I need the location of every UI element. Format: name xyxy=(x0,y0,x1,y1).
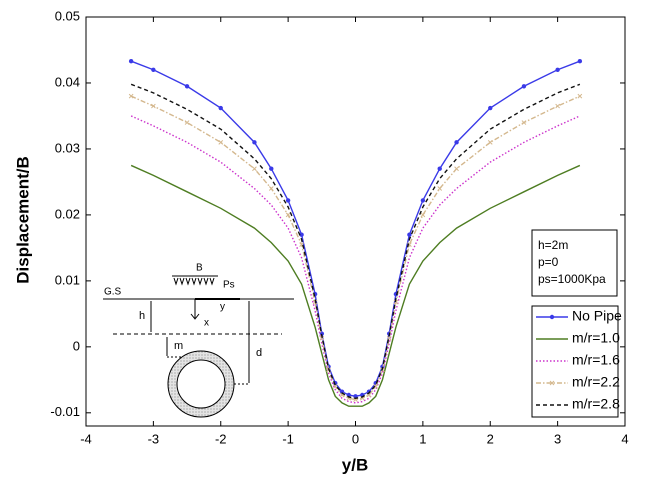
point xyxy=(184,84,190,89)
point xyxy=(420,198,426,203)
inset-diagram xyxy=(103,275,294,418)
inset-label: Ps xyxy=(223,280,235,291)
point xyxy=(339,389,345,394)
point xyxy=(319,335,325,341)
y-tick-label: 0.01 xyxy=(55,272,80,287)
point xyxy=(252,166,257,172)
point xyxy=(454,166,459,172)
y-tick-label: 0.05 xyxy=(55,8,80,23)
point xyxy=(332,384,338,389)
x-tick-label: -4 xyxy=(80,431,92,446)
annotation-box xyxy=(531,229,618,297)
legend-label: m/r=1.0 xyxy=(572,330,620,346)
point xyxy=(487,139,493,145)
legend-box xyxy=(531,305,619,418)
series xyxy=(130,83,581,400)
series-line xyxy=(130,95,581,401)
inset-label: y xyxy=(220,302,225,313)
legend-label: m/r=2.8 xyxy=(572,396,620,412)
inset-label: d xyxy=(256,347,262,359)
annotation: ps=1000Kpa xyxy=(538,272,606,286)
x-tick-label: 0 xyxy=(352,431,359,446)
x-tick-label: 4 xyxy=(621,431,628,446)
series xyxy=(130,164,581,407)
point xyxy=(555,67,560,72)
x-axis-label: y/B xyxy=(342,455,368,474)
point xyxy=(454,140,459,145)
series xyxy=(128,58,583,399)
point xyxy=(555,103,560,109)
point xyxy=(373,384,379,389)
inset-label: x xyxy=(204,318,209,329)
point xyxy=(218,139,224,145)
point xyxy=(128,58,134,64)
annotation: p=0 xyxy=(538,255,559,269)
x-tick-label: -2 xyxy=(215,431,227,446)
point xyxy=(299,232,304,237)
series-line xyxy=(130,115,581,404)
arrow-head xyxy=(190,313,200,320)
legend-marker xyxy=(549,314,555,320)
x-tick-label: -3 xyxy=(148,431,160,446)
inset-label: h xyxy=(139,310,145,322)
point xyxy=(521,84,527,89)
inset-label: m xyxy=(174,340,183,352)
inset-label: G.S xyxy=(104,287,122,298)
y-tick-label: 0.02 xyxy=(55,206,80,221)
point xyxy=(268,186,274,191)
point xyxy=(407,232,412,237)
point xyxy=(488,105,493,111)
y-tick-label: 0.03 xyxy=(55,140,80,155)
y-tick-label: -0.01 xyxy=(50,404,80,419)
series-line xyxy=(130,164,581,407)
point xyxy=(151,67,156,72)
point xyxy=(577,93,583,99)
point xyxy=(420,212,426,218)
point xyxy=(151,103,156,109)
pipe-inner xyxy=(176,359,226,409)
y-tick-label: 0 xyxy=(73,338,80,353)
load-arrows xyxy=(173,277,215,286)
point xyxy=(437,166,442,171)
point xyxy=(285,212,291,218)
point xyxy=(285,198,291,203)
y-tick-label: 0.04 xyxy=(55,74,80,89)
point xyxy=(437,186,443,191)
legend-label: m/r=1.6 xyxy=(572,352,620,368)
point xyxy=(577,58,583,64)
point xyxy=(269,166,274,171)
series-line xyxy=(130,60,581,398)
x-tick-label: 3 xyxy=(554,431,561,446)
series xyxy=(130,115,581,404)
inset-label: B xyxy=(196,263,203,274)
x-tick-label: 1 xyxy=(419,431,426,446)
x-tick-label: -1 xyxy=(282,431,294,446)
point xyxy=(128,93,134,99)
annotation: h=2m xyxy=(538,238,568,252)
legend-label: m/r=2.2 xyxy=(572,374,620,390)
legend-label: No Pipe xyxy=(572,308,622,324)
point xyxy=(521,120,527,125)
y-axis-label: Displacement/B xyxy=(13,156,32,284)
point xyxy=(252,140,257,145)
legend-marker xyxy=(549,380,555,386)
x-tick-label: 2 xyxy=(487,431,494,446)
point xyxy=(218,105,223,111)
series-line xyxy=(130,83,581,400)
point xyxy=(184,120,190,125)
